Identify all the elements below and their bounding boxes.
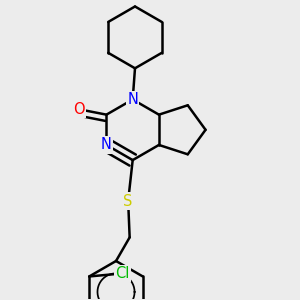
Text: S: S (124, 194, 133, 208)
Text: O: O (73, 102, 84, 117)
Text: Cl: Cl (116, 266, 130, 281)
Text: N: N (101, 137, 112, 152)
Text: N: N (127, 92, 138, 107)
